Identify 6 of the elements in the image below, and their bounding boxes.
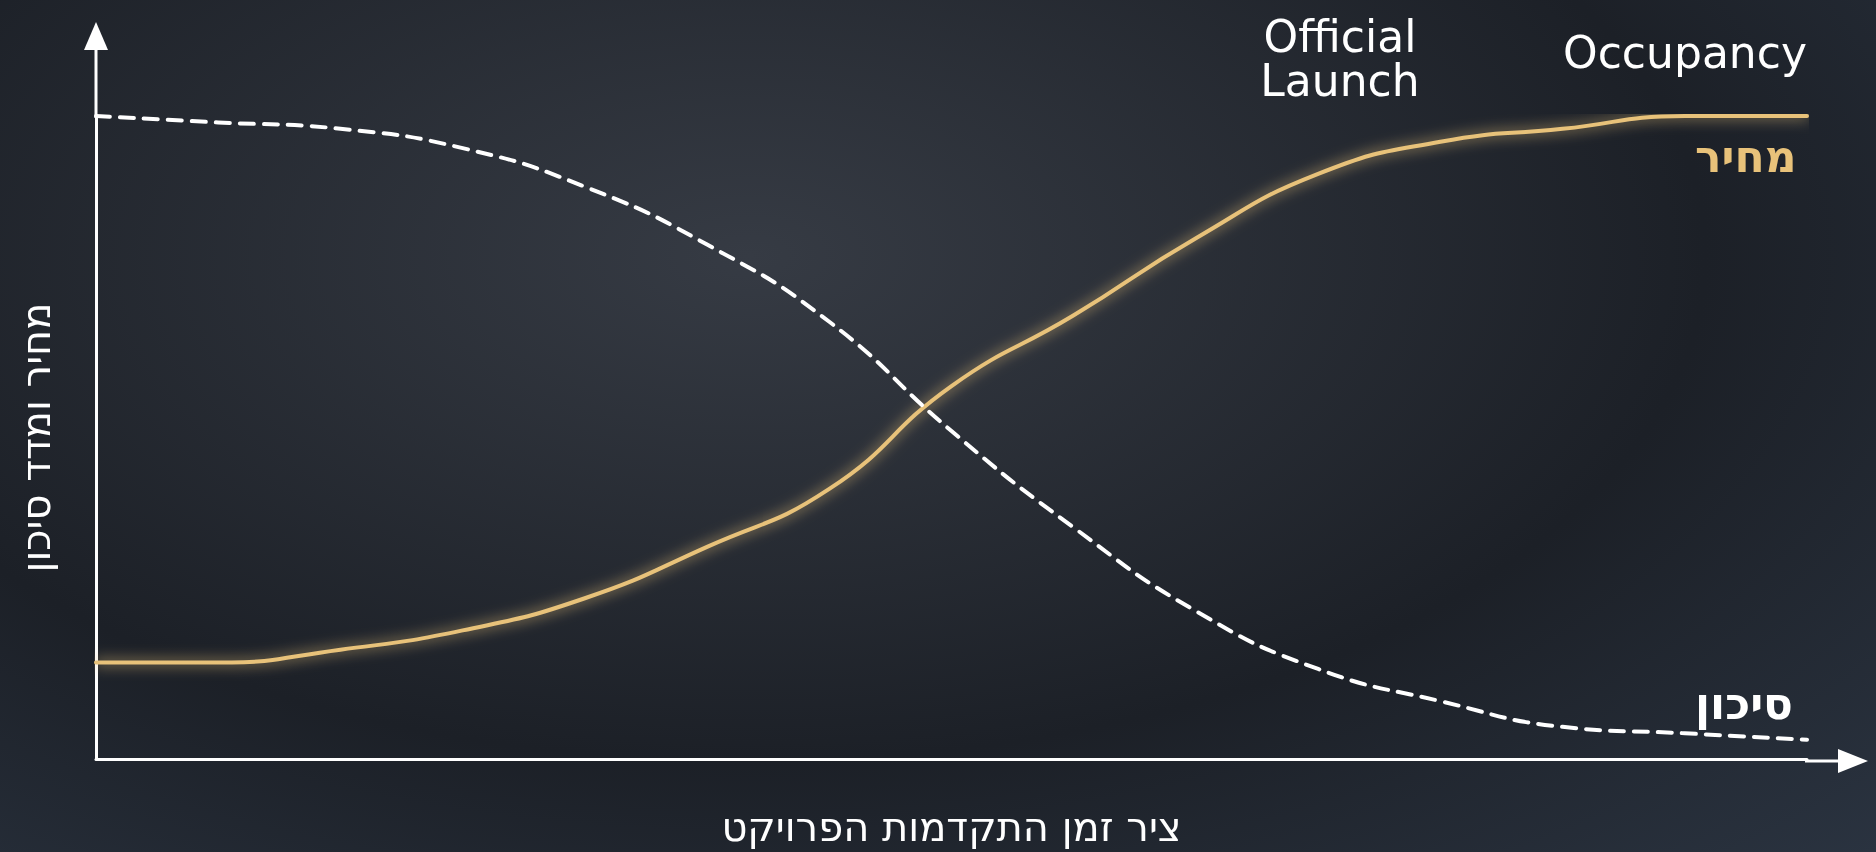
series-label: סיכון bbox=[1695, 678, 1793, 731]
series-label: מחיר bbox=[1695, 130, 1797, 182]
x-axis-title: ציר זמן התקדמות הפרויקט bbox=[721, 804, 1182, 850]
y-axis-title: מחיר ומדד סיכון bbox=[13, 302, 59, 573]
text: Occupancy bbox=[1563, 26, 1807, 78]
text: Official Launch bbox=[1260, 10, 1420, 106]
